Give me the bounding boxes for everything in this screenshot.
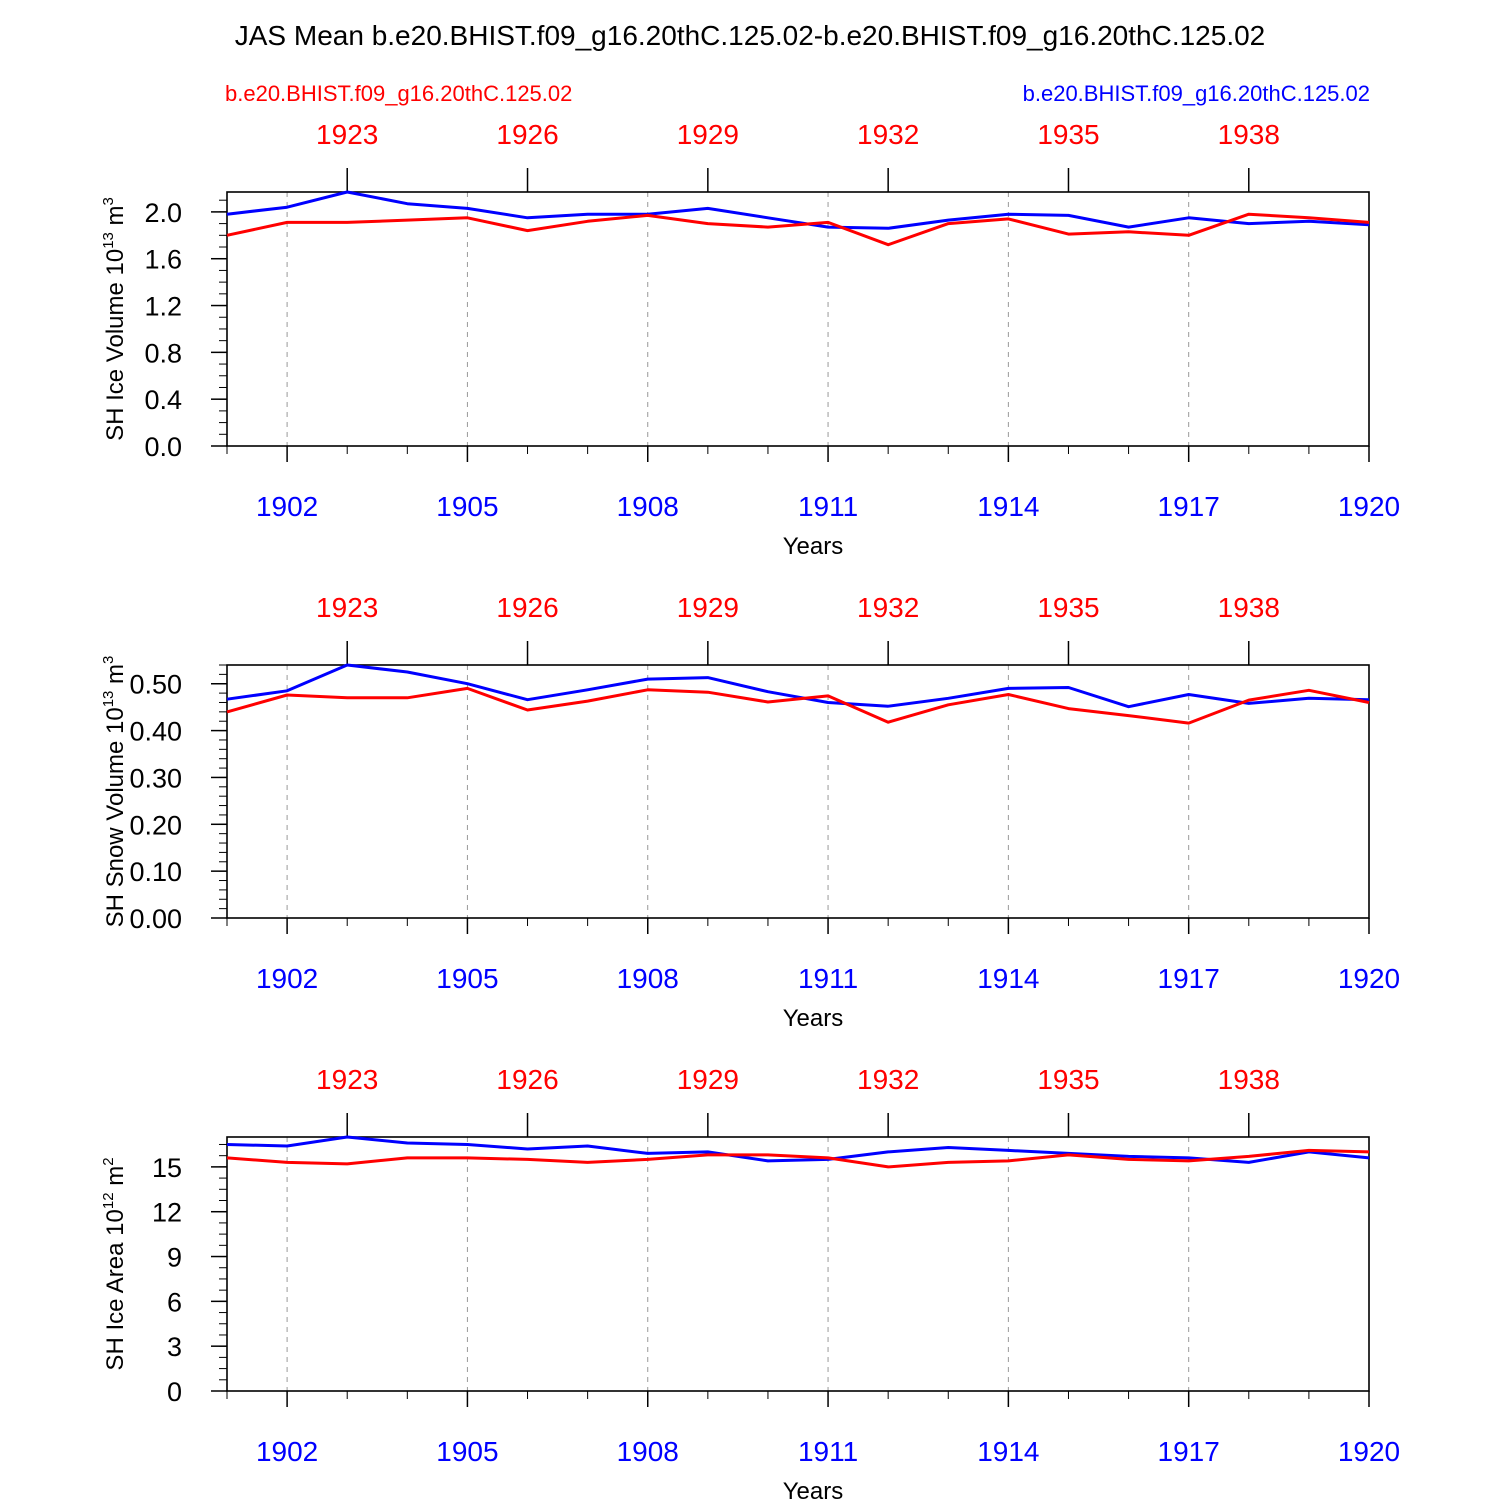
y-axis-title-part: 12 <box>100 1192 117 1209</box>
x-tick-label-bottom: 1905 <box>436 491 498 522</box>
series-line-red <box>226 212 1370 247</box>
y-tick-label: 1.6 <box>144 245 182 275</box>
x-tick-label-bottom: 1920 <box>1338 963 1400 994</box>
x-tick-label-bottom: 1917 <box>1158 491 1220 522</box>
x-tick-label-bottom: 1905 <box>436 963 498 994</box>
x-tick-label-top: 1923 <box>316 119 378 150</box>
x-tick-label-top: 1932 <box>857 592 919 623</box>
y-axis-title-part: m <box>102 205 129 232</box>
y-axis-title-part: 13 <box>100 691 117 708</box>
x-tick-label-top: 1926 <box>496 592 558 623</box>
x-tick-label-top: 1929 <box>677 1064 739 1095</box>
x-tick-label-top: 1932 <box>857 1064 919 1095</box>
x-axis-title: Years <box>783 1478 844 1500</box>
x-tick-label-bottom: 1917 <box>1158 963 1220 994</box>
y-tick-label: 0.50 <box>129 670 182 700</box>
x-tick-label-bottom: 1920 <box>1338 1436 1400 1467</box>
x-axis-title: Years <box>783 533 844 560</box>
x-tick-label-bottom: 1914 <box>977 1436 1039 1467</box>
x-tick-label-bottom: 1914 <box>977 963 1039 994</box>
y-tick-label: 0.4 <box>144 385 182 415</box>
y-tick-label: 0.30 <box>129 763 182 793</box>
y-tick-label: 0 <box>167 1377 182 1407</box>
x-tick-label-bottom: 1920 <box>1338 491 1400 522</box>
x-tick-label-top: 1929 <box>677 592 739 623</box>
x-tick-label-top: 1935 <box>1037 119 1099 150</box>
series-line-red <box>226 1148 1370 1169</box>
x-tick-label-bottom: 1908 <box>617 491 679 522</box>
chart-panels: 0.0 0.4 0.8 1.2 1.6 2.0 1902 1905 1908 1911 1914 19… <box>100 119 1400 1505</box>
y-axis-title-part: 2 <box>100 1157 117 1165</box>
x-tick-label-bottom: 1902 <box>256 1436 318 1467</box>
y-tick-label: 1.2 <box>144 292 182 322</box>
y-axis-title: SH Snow Volume 1013 m3 <box>100 656 129 928</box>
y-tick-label: 12 <box>152 1198 182 1228</box>
x-tick-label-top: 1932 <box>857 119 919 150</box>
plot-frame <box>226 664 1370 919</box>
y-tick-label: 0.10 <box>129 857 182 887</box>
y-tick-label: 0.8 <box>144 338 182 368</box>
y-tick-label: 9 <box>167 1243 182 1273</box>
y-axis-title-part: m <box>102 1166 129 1193</box>
x-tick-label-top: 1935 <box>1037 1064 1099 1095</box>
x-tick-label-top: 1935 <box>1037 592 1099 623</box>
x-tick-label-bottom: 1911 <box>798 1436 858 1467</box>
y-tick-label: 3 <box>167 1332 182 1362</box>
y-tick-label: 0.0 <box>144 432 182 462</box>
x-tick-label-top: 1938 <box>1218 119 1280 150</box>
plot-frame <box>226 191 1370 447</box>
y-axis-title-part: SH Snow Volume 10 <box>102 707 129 927</box>
x-tick-label-top: 1938 <box>1218 592 1280 623</box>
y-tick-label: 2.0 <box>144 198 182 228</box>
y-tick-label: 15 <box>152 1153 182 1183</box>
series-line-red <box>226 686 1370 725</box>
x-tick-label-bottom: 1908 <box>617 963 679 994</box>
series-line-blue <box>226 663 1370 709</box>
y-axis-title-part: SH Ice Volume 10 <box>102 249 129 441</box>
x-tick-label-bottom: 1914 <box>977 491 1039 522</box>
chart-panel: 0 3 6 9 12 15 1902 1905 1908 1911 1914 1917 1920 1923… <box>100 1064 1400 1505</box>
x-tick-label-bottom: 1911 <box>798 963 858 994</box>
x-tick-label-top: 1926 <box>496 119 558 150</box>
y-tick-label: 0.20 <box>129 810 182 840</box>
y-tick-label: 6 <box>167 1287 182 1317</box>
chart-panel: 0.0 0.4 0.8 1.2 1.6 2.0 1902 1905 1908 1911 1914 19… <box>100 119 1400 560</box>
y-axis-title-part: 3 <box>100 656 117 664</box>
x-tick-label-bottom: 1911 <box>798 491 858 522</box>
x-tick-label-bottom: 1917 <box>1158 1436 1220 1467</box>
y-axis-title-part: SH Ice Area 10 <box>102 1209 129 1370</box>
series-line-blue <box>226 190 1370 230</box>
x-tick-label-bottom: 1902 <box>256 491 318 522</box>
x-tick-label-bottom: 1902 <box>256 963 318 994</box>
series-line-blue <box>226 1135 1370 1164</box>
x-tick-label-top: 1923 <box>316 592 378 623</box>
figure-title: JAS Mean b.e20.BHIST.f09_g16.20thC.125.0… <box>235 20 1266 51</box>
y-axis-title-part: m <box>102 664 129 691</box>
legend-right-series-name: b.e20.BHIST.f09_g16.20thC.125.02 <box>1023 81 1370 106</box>
y-axis-title-part: 13 <box>100 232 117 249</box>
x-tick-label-top: 1938 <box>1218 1064 1280 1095</box>
x-tick-label-top: 1926 <box>496 1064 558 1095</box>
x-axis-title: Years <box>783 1005 844 1032</box>
x-tick-label-bottom: 1908 <box>617 1436 679 1467</box>
plot-frame <box>226 1136 1370 1392</box>
y-axis-title: SH Ice Volume 1013 m3 <box>100 197 129 441</box>
y-tick-label: 0.40 <box>129 717 182 747</box>
x-tick-label-top: 1923 <box>316 1064 378 1095</box>
y-axis-title: SH Ice Area 1012 m2 <box>100 1157 129 1370</box>
legend-left-series-name: b.e20.BHIST.f09_g16.20thC.125.02 <box>225 81 572 106</box>
y-tick-label: 0.00 <box>129 904 182 934</box>
chart-panel: 0.00 0.10 0.20 0.30 0.40 0.50 1902 1905 1908 1911… <box>100 592 1400 1032</box>
x-tick-label-top: 1929 <box>677 119 739 150</box>
y-axis-title-part: 3 <box>100 197 117 205</box>
x-tick-label-bottom: 1905 <box>436 1436 498 1467</box>
